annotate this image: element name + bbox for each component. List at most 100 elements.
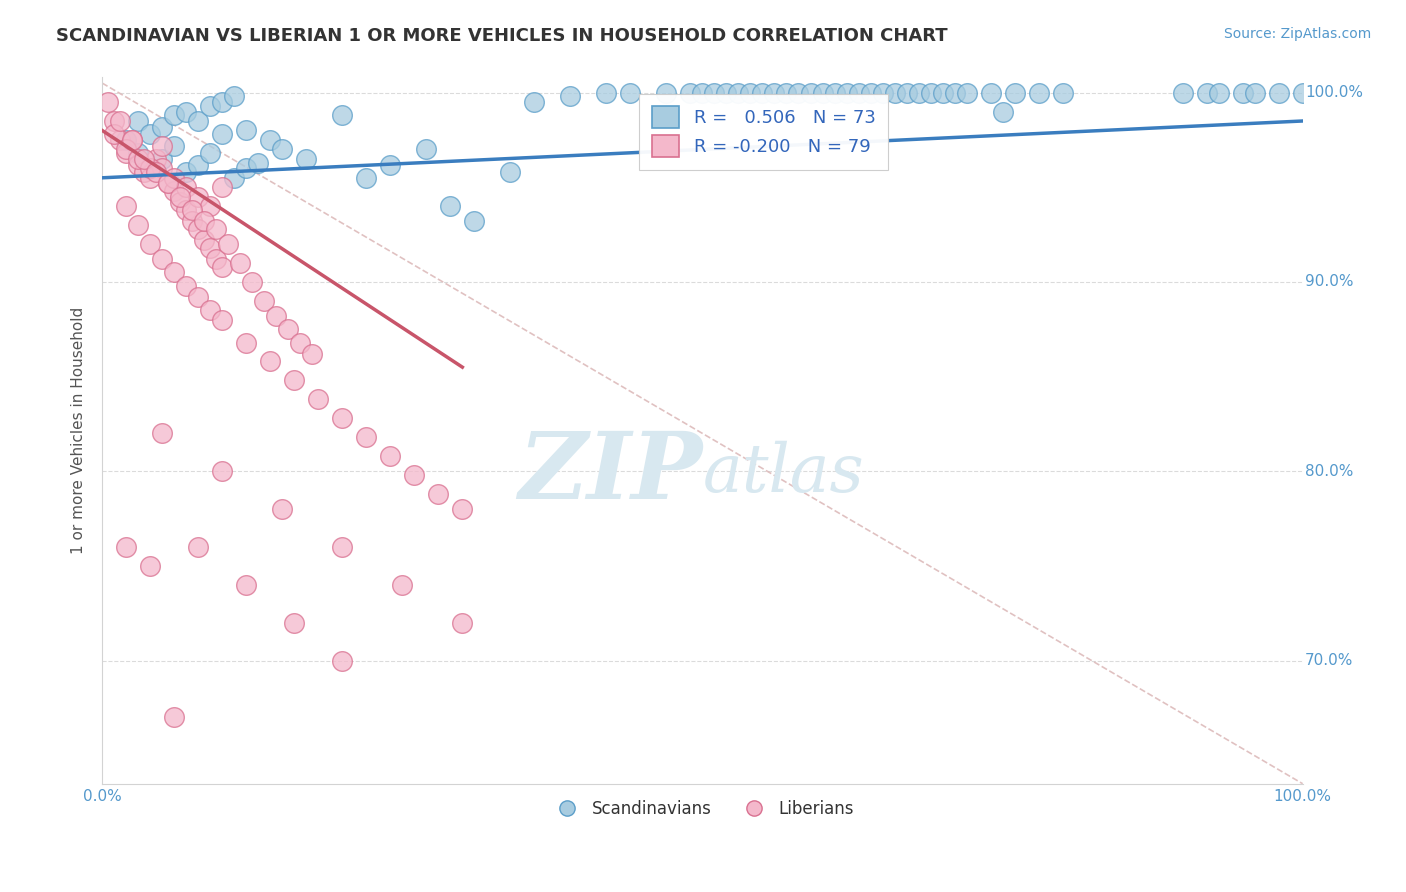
Point (253, 293, 276, 308)
Point (115, 540, 138, 554)
Point (751, 86, 773, 100)
Point (391, 578, 413, 592)
Point (356, 430, 378, 444)
Point (883, 86, 905, 100)
Point (330, 411, 353, 425)
Y-axis label: 1 or more Vehicles in Household: 1 or more Vehicles in Household (72, 307, 86, 554)
Point (595, 86, 617, 100)
Point (163, 138, 186, 153)
Point (235, 578, 257, 592)
Point (150, 161, 173, 176)
Point (211, 180, 233, 194)
Point (1004, 86, 1026, 100)
Point (187, 290, 209, 304)
Point (127, 152, 149, 166)
Text: SCANDINAVIAN VS LIBERIAN 1 OR MORE VEHICLES IN HOUSEHOLD CORRELATION CHART: SCANDINAVIAN VS LIBERIAN 1 OR MORE VEHIC… (56, 27, 948, 45)
Point (295, 152, 318, 166)
Point (283, 373, 305, 387)
Point (271, 142, 294, 156)
Point (174, 104, 197, 119)
Point (330, 108, 353, 122)
Point (174, 165, 197, 179)
Point (799, 86, 821, 100)
Point (200, 146, 222, 161)
Text: Source: ZipAtlas.com: Source: ZipAtlas.com (1223, 27, 1371, 41)
Point (1052, 86, 1074, 100)
Point (110, 133, 132, 147)
Point (150, 138, 173, 153)
Point (163, 184, 186, 198)
Text: 100.0%: 100.0% (1305, 85, 1362, 100)
Point (200, 199, 222, 213)
Point (451, 615, 474, 630)
Point (139, 128, 162, 142)
Legend: Scandinavians, Liberians: Scandinavians, Liberians (544, 794, 860, 825)
Point (139, 161, 162, 176)
Point (1028, 86, 1050, 100)
Point (139, 237, 162, 252)
Point (235, 123, 257, 137)
Point (523, 95, 546, 109)
Point (463, 214, 485, 228)
Point (200, 303, 222, 318)
Point (127, 146, 149, 161)
Point (439, 199, 461, 213)
Point (824, 86, 846, 100)
Point (139, 559, 162, 574)
Point (619, 86, 641, 100)
Point (169, 190, 191, 204)
Point (217, 237, 239, 252)
Point (187, 114, 209, 128)
Point (205, 222, 228, 236)
Point (163, 108, 186, 122)
Point (259, 354, 281, 368)
Point (169, 195, 191, 210)
Point (259, 133, 281, 147)
Point (271, 502, 294, 516)
Point (193, 233, 215, 247)
Point (115, 142, 138, 156)
Point (187, 540, 209, 554)
Point (427, 487, 450, 501)
Point (451, 502, 474, 516)
Point (187, 157, 209, 171)
Point (787, 86, 810, 100)
Point (211, 260, 233, 274)
Point (775, 86, 797, 100)
Point (896, 86, 918, 100)
Point (931, 86, 953, 100)
Point (150, 426, 173, 441)
Point (692, 86, 714, 100)
Point (235, 161, 257, 176)
Point (163, 265, 186, 279)
Point (330, 540, 353, 554)
Point (145, 152, 167, 166)
Point (980, 86, 1002, 100)
Point (356, 170, 378, 185)
Point (380, 157, 402, 171)
Text: ZIP: ZIP (519, 428, 703, 518)
Point (943, 86, 966, 100)
Point (150, 252, 173, 267)
Point (655, 86, 678, 100)
Point (1208, 86, 1230, 100)
Point (727, 86, 749, 100)
Point (380, 449, 402, 463)
Point (224, 89, 246, 103)
Point (200, 99, 222, 113)
Point (283, 615, 305, 630)
Point (740, 86, 762, 100)
Point (235, 335, 257, 350)
Point (703, 86, 725, 100)
Point (174, 180, 197, 194)
Point (134, 152, 156, 166)
Point (679, 86, 702, 100)
Text: 90.0%: 90.0% (1305, 275, 1354, 289)
Point (247, 155, 270, 169)
Point (1243, 86, 1265, 100)
Point (181, 202, 204, 217)
Point (181, 214, 204, 228)
Point (115, 146, 138, 161)
Point (301, 347, 323, 361)
Point (404, 468, 426, 483)
